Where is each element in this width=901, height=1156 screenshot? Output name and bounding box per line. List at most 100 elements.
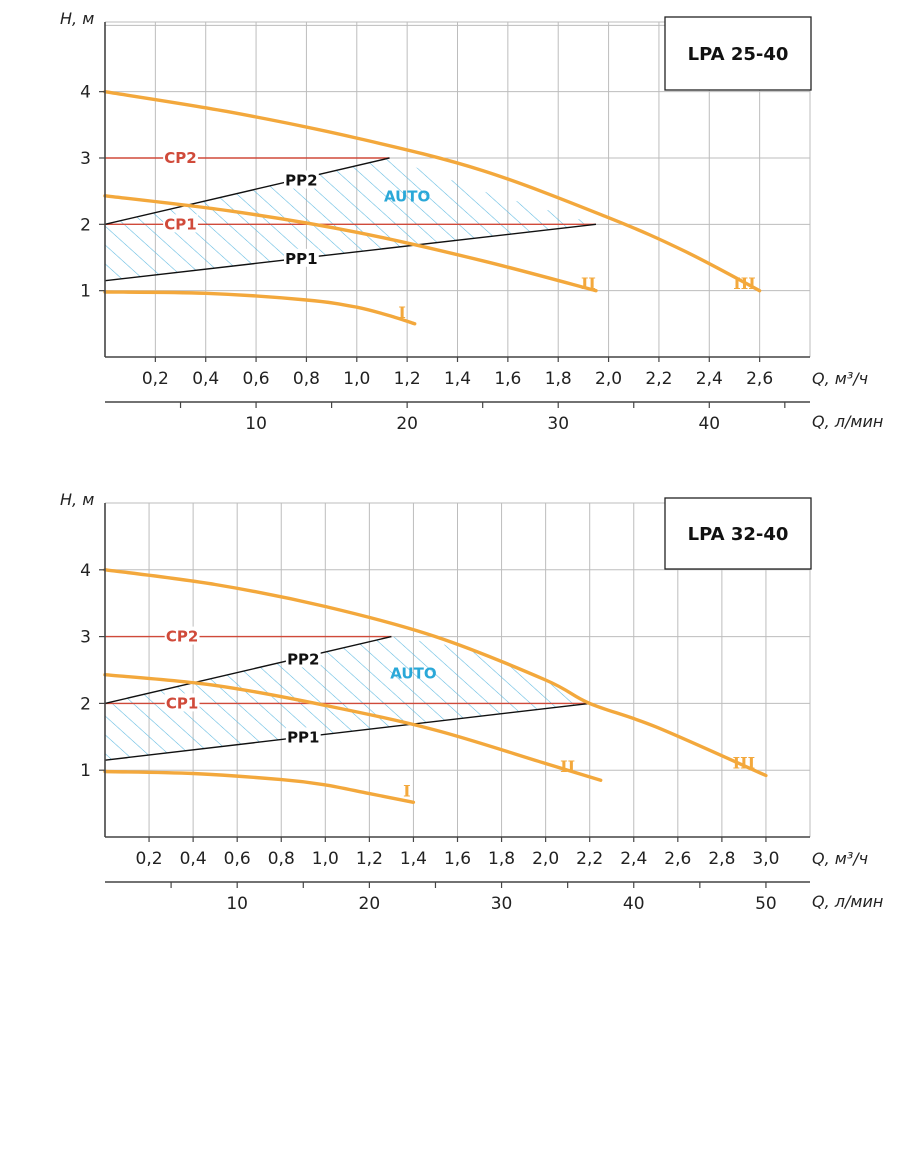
x-tick-label: 0,6	[243, 369, 270, 389]
label-pp2-bg	[283, 170, 319, 189]
label-curve-iii: III	[733, 754, 755, 773]
series-line-pp1	[104, 223, 597, 282]
label-curve-i: I	[403, 782, 410, 801]
x-tick-label: 0,4	[180, 849, 207, 869]
model-title: LPA 25-40	[688, 44, 789, 65]
label-cp1-bg	[163, 214, 198, 233]
auto-region	[105, 158, 596, 281]
x2-tick-label: 10	[226, 894, 248, 914]
x-tick-label: 2,4	[696, 369, 723, 389]
x-tick-label: 0,8	[293, 369, 320, 389]
label-cp1: CP1	[164, 215, 196, 233]
label-auto: AUTO	[390, 664, 436, 682]
x2-tick-label: 20	[359, 894, 381, 914]
x-tick-label: 2,6	[664, 849, 691, 869]
x-tick-label: 1,2	[356, 849, 383, 869]
x-tick-label: 1,2	[394, 369, 421, 389]
x-tick-label: 3,0	[752, 849, 779, 869]
x-axis-title: Q, м³/ч	[812, 369, 868, 388]
auto-region-fill	[105, 158, 596, 281]
x-tick-label: 2,4	[620, 849, 647, 869]
x-tick-label: 2,0	[532, 849, 559, 869]
label-cp2: CP2	[166, 628, 198, 646]
x-tick-label: 1,4	[400, 849, 427, 869]
series-line-pp2	[104, 157, 390, 226]
label-auto: AUTO	[384, 187, 430, 205]
x-tick-label: 0,2	[136, 849, 163, 869]
x2-tick-label: 40	[698, 414, 720, 434]
axes: 1 2 3 4 0,2 0,4 0,6 0,8 1,0 1,2 1,4 1,6 1,8 2,0 2,2 2,4…	[80, 22, 810, 434]
x2-axis-title: Q, л/мин	[812, 892, 883, 911]
label-pp2: PP2	[287, 650, 319, 668]
x-tick-label: 2,2	[576, 849, 603, 869]
label-pp1: PP1	[287, 728, 319, 746]
series-curve-ii	[103, 673, 603, 782]
x2-axis-title: Q, л/мин	[812, 412, 883, 431]
x-tick-label: 1,0	[343, 369, 370, 389]
x2-tick-label: 40	[623, 894, 645, 914]
label-cp1-bg	[164, 693, 200, 712]
label-pp1-bg	[285, 727, 321, 746]
x-tick-label: 1,6	[444, 849, 471, 869]
axes: 1 2 3 4 0,2 0,4 0,6 0,8 1,0 1,2 1,4 1,6 1,8 2,0 2,2 2,4…	[80, 503, 810, 914]
x-tick-label: 2,6	[746, 369, 773, 389]
x-tick-label: 1,0	[312, 849, 339, 869]
x-tick-label: 0,6	[224, 849, 251, 869]
label-curve-iii: III	[733, 274, 755, 293]
x-tick-label: 2,2	[645, 369, 672, 389]
lines	[103, 568, 768, 804]
auto-region	[105, 636, 590, 761]
label-cp2: CP2	[164, 149, 196, 167]
y-tick-label: 3	[80, 149, 91, 169]
x-tick-label: 1,8	[545, 369, 572, 389]
label-curve-i: I	[398, 303, 405, 322]
x-tick-label: 2,8	[708, 849, 735, 869]
x2-tick-label: 30	[547, 414, 569, 434]
x-tick-label: 0,4	[192, 369, 219, 389]
model-box	[664, 497, 812, 570]
y-tick-label: 3	[80, 628, 91, 648]
model-box	[664, 16, 812, 91]
label-pp1: PP1	[285, 250, 317, 268]
x-axis-title: Q, м³/ч	[812, 849, 868, 868]
label-curve-ii: II	[560, 757, 575, 776]
y-tick-label: 2	[80, 215, 91, 235]
y-axis-title: H, м	[60, 9, 94, 28]
chart-lpa-32-40: 1 2 3 4 0,2 0,4 0,6 0,8 1,0 1,2 1,4 1,6 1,8 2,0 2,2 2,4…	[60, 490, 883, 914]
label-pp2-bg	[285, 649, 321, 668]
x-tick-label: 1,8	[488, 849, 515, 869]
y-axis-title: H, м	[60, 490, 94, 509]
series-curve-i	[103, 290, 417, 326]
y-tick-label: 1	[80, 282, 91, 302]
series-curve-i	[103, 769, 416, 804]
series-curve-iii	[103, 90, 762, 293]
y-tick-label: 4	[80, 83, 91, 103]
x-tick-label: 0,2	[142, 369, 169, 389]
label-pp2: PP2	[285, 172, 317, 190]
x-tick-label: 0,8	[268, 849, 295, 869]
x2-tick-label: 30	[491, 894, 513, 914]
x2-tick-label: 50	[755, 894, 777, 914]
chart-lpa-25-40: 1 2 3 4 0,2 0,4 0,6 0,8 1,0 1,2 1,4 1,6 1,8 2,0 2,2 2,4…	[60, 9, 883, 434]
x2-tick-label: 10	[245, 414, 267, 434]
label-pp1-bg	[283, 248, 319, 267]
label-cp2-bg	[164, 626, 200, 645]
x2-tick-label: 20	[396, 414, 418, 434]
y-tick-label: 2	[80, 694, 91, 714]
lines	[103, 90, 762, 326]
auto-region-fill	[105, 636, 590, 761]
series-curve-iii	[103, 568, 768, 778]
series-line-pp2	[104, 635, 392, 705]
series-line-pp1	[104, 702, 590, 761]
x-tick-label: 1,6	[494, 369, 521, 389]
series-curve-ii	[103, 194, 598, 293]
model-title: LPA 32-40	[688, 524, 789, 545]
x-tick-label: 1,4	[444, 369, 471, 389]
label-curve-ii: II	[581, 274, 596, 293]
x-tick-label: 2,0	[595, 369, 622, 389]
y-tick-label: 1	[80, 761, 91, 781]
y-tick-label: 4	[80, 561, 91, 581]
label-cp2-bg	[163, 147, 198, 166]
